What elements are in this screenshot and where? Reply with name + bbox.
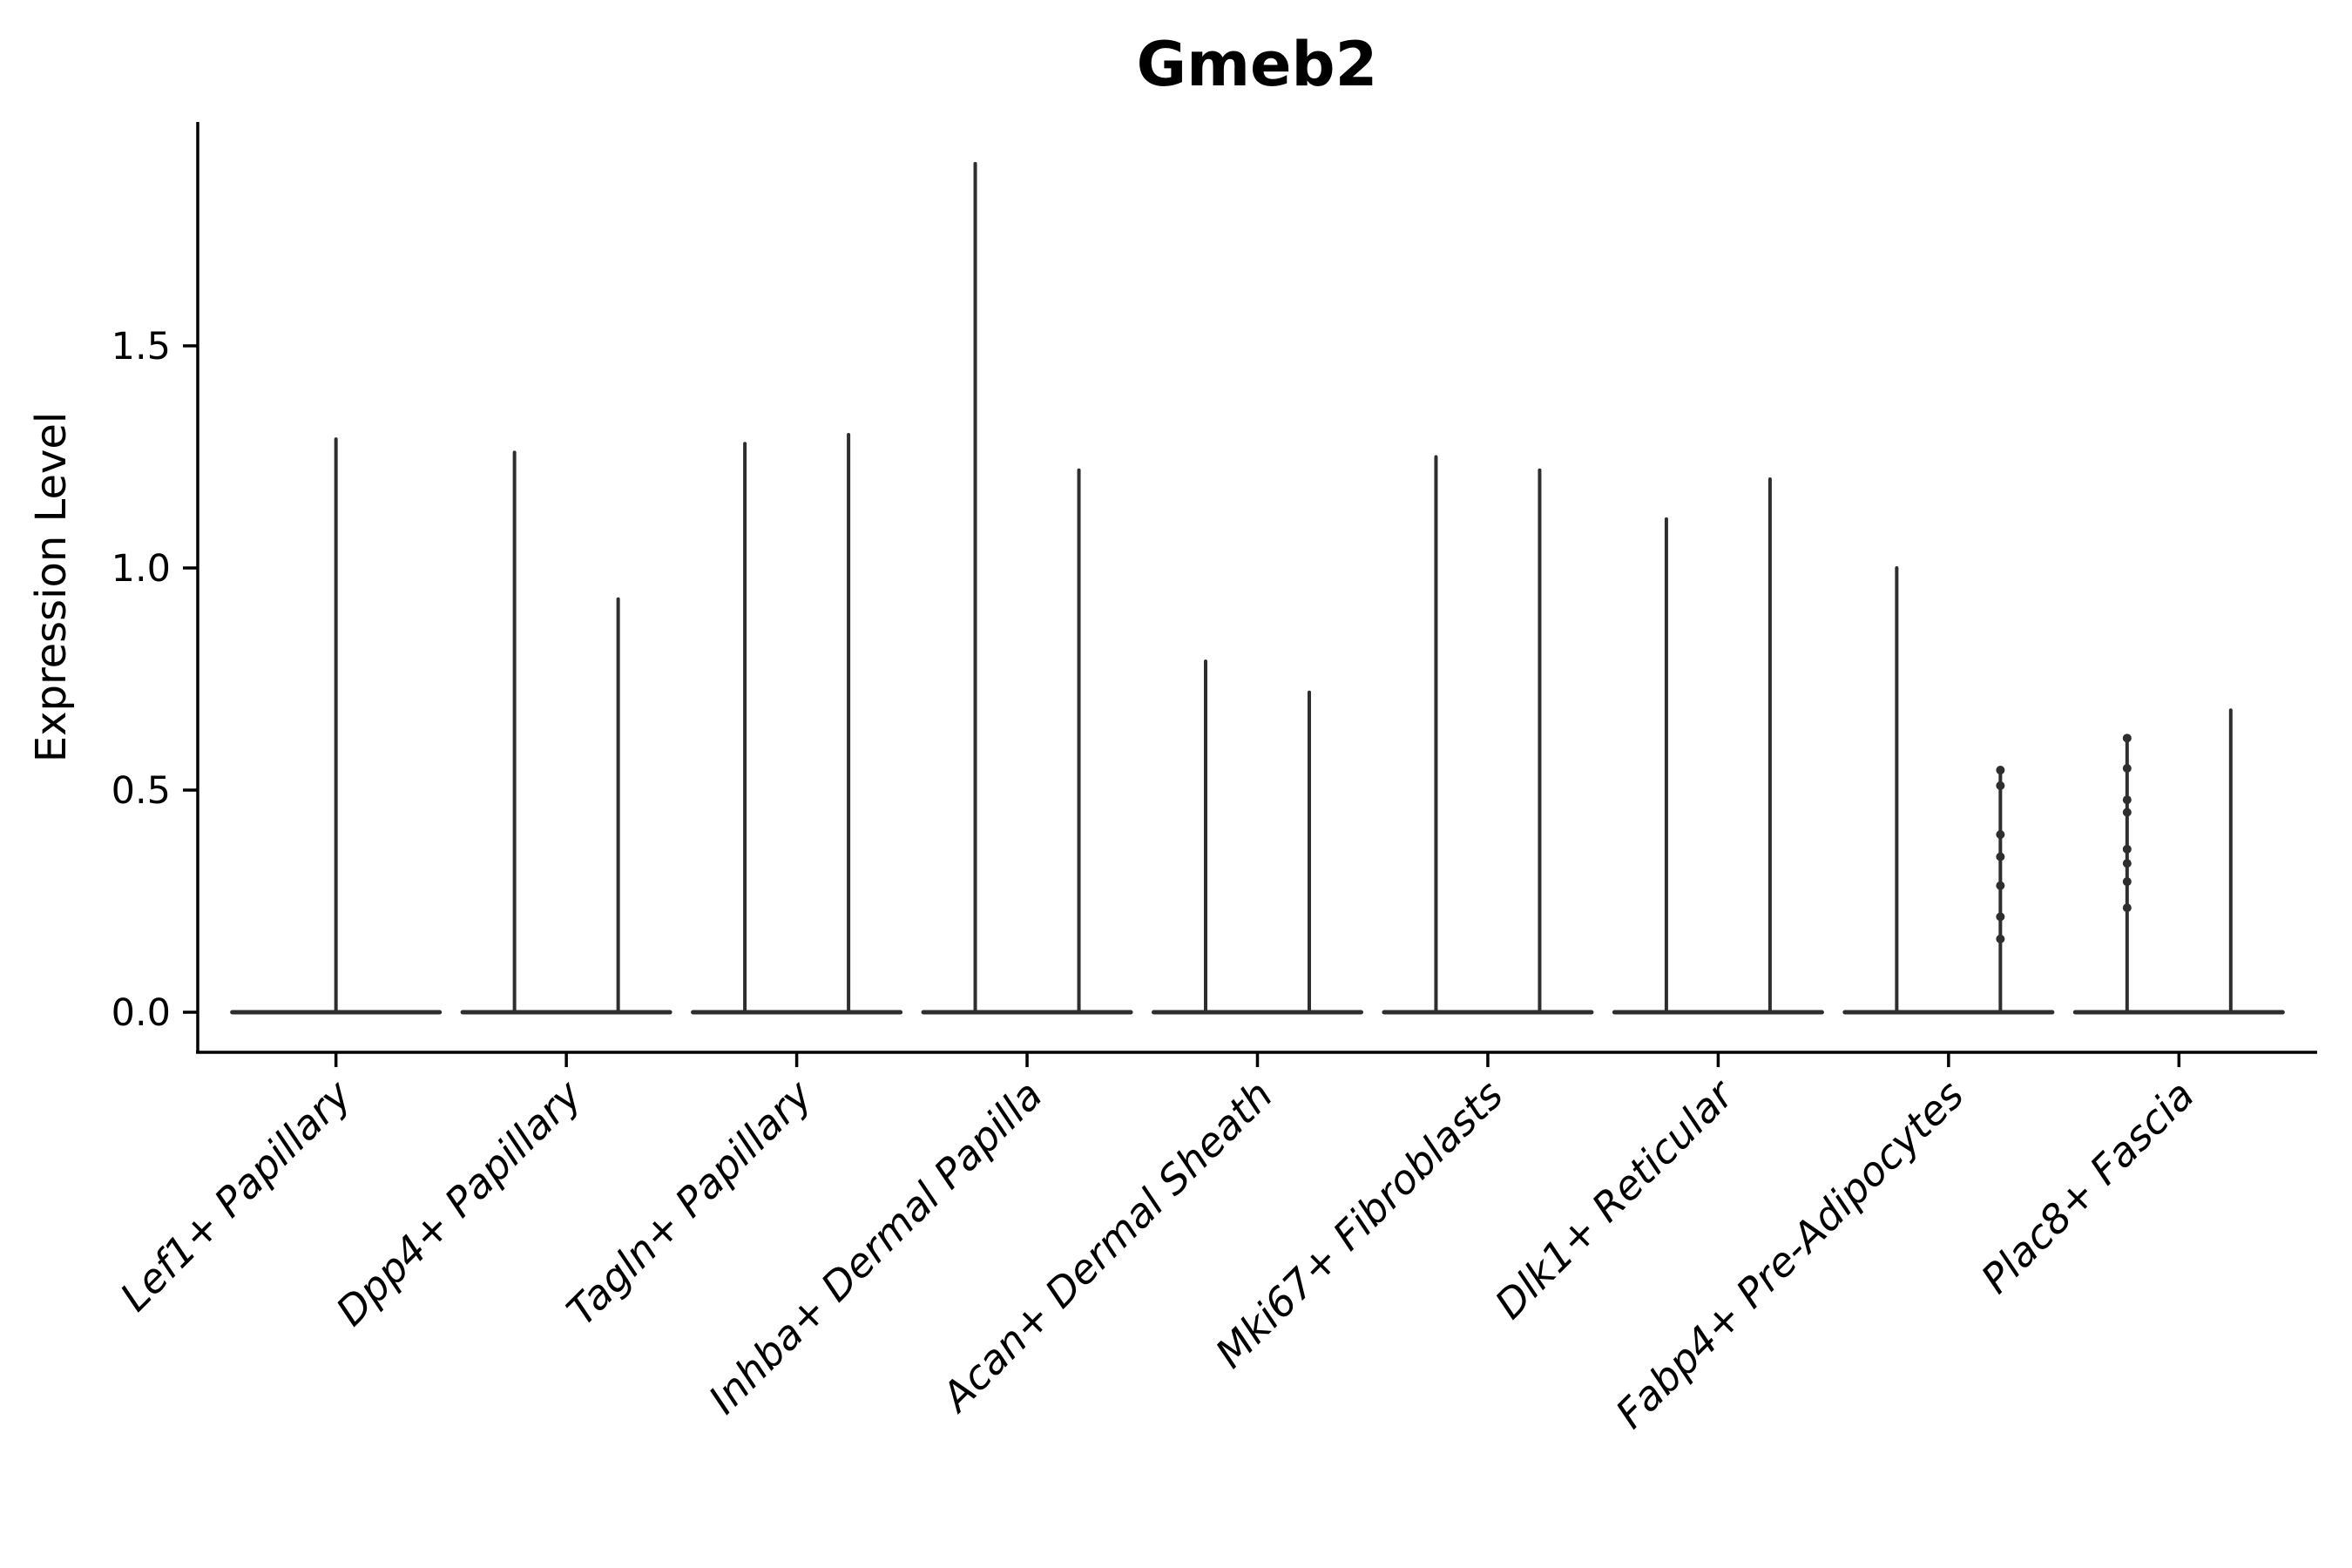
cell-point bbox=[1996, 766, 2005, 775]
y-tick-group: 0.0 0.5 1.0 1.5 bbox=[112, 325, 198, 1035]
cell-point bbox=[2122, 795, 2132, 805]
y-tick-label: 1.0 bbox=[112, 547, 171, 591]
cell-point bbox=[2122, 859, 2132, 868]
cell-point bbox=[1996, 934, 2005, 943]
cell-point bbox=[2122, 877, 2132, 887]
cell-point bbox=[2122, 903, 2132, 913]
cell-point bbox=[2122, 764, 2132, 774]
cell-point bbox=[1996, 830, 2005, 839]
y-axis-label: Expression Level bbox=[27, 412, 76, 763]
y-tick-label: 0.0 bbox=[112, 991, 171, 1035]
y-tick-label: 1.5 bbox=[112, 325, 171, 368]
cell-point bbox=[1996, 881, 2005, 890]
chart-title: Gmeb2 bbox=[1137, 29, 1378, 100]
cell-point bbox=[2122, 844, 2132, 854]
cell-point bbox=[1996, 781, 2005, 790]
y-tick-label: 0.5 bbox=[112, 769, 171, 813]
cell-point bbox=[1996, 852, 2005, 862]
violin-group bbox=[230, 161, 2285, 1015]
cell-point bbox=[2122, 733, 2132, 743]
cell-point bbox=[1996, 912, 2005, 922]
cell-point bbox=[2122, 808, 2132, 817]
